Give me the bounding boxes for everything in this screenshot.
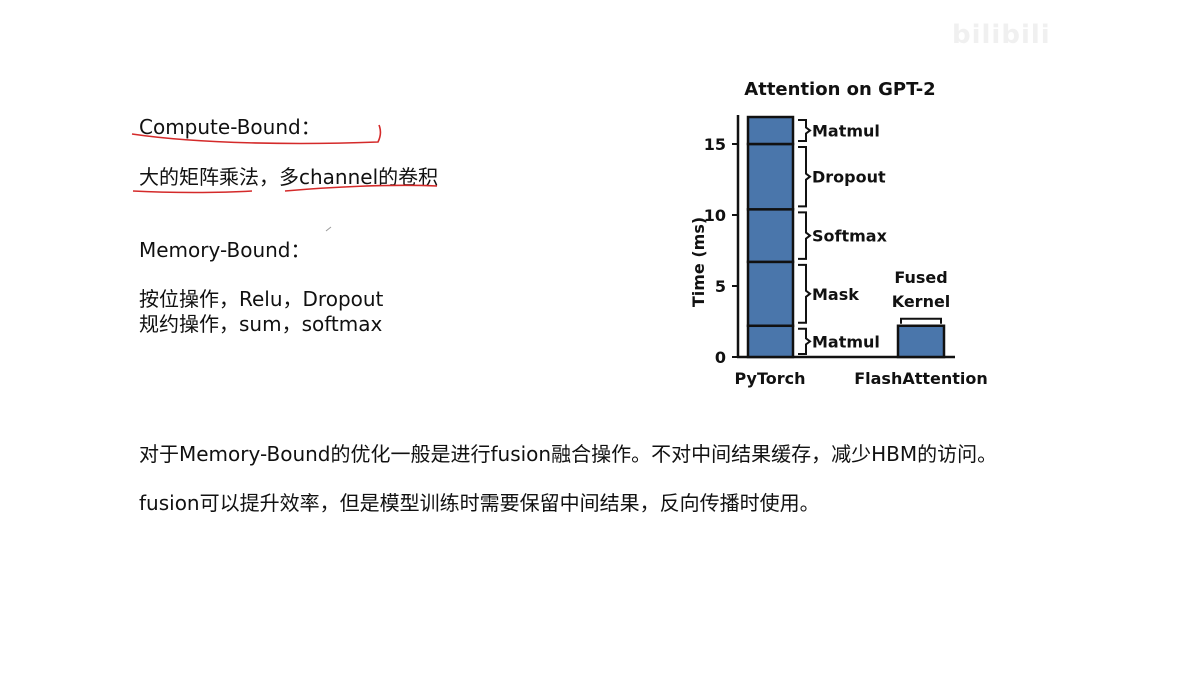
- fused-kernel-label: Kernel: [892, 292, 951, 311]
- attention-chart: Attention on GPT-2 Time (ms) 0 5 10 15 Matm…: [689, 79, 988, 388]
- compute-bound-heading: Compute-Bound：: [139, 115, 321, 139]
- fusion-note-2: fusion可以提升效率，但是模型训练时需要保留中间结果，反向传播时使用。: [139, 491, 820, 515]
- memory-bound-reduction: 规约操作，sum，softmax: [139, 312, 383, 336]
- compute-bound-examples: 大的矩阵乘法，多channel的卷积: [139, 165, 439, 189]
- segment-bracket: [798, 327, 812, 355]
- y-tick-label: 10: [704, 206, 726, 225]
- bar-segment-mask: [746, 260, 795, 328]
- x-tick-pytorch: PyTorch: [735, 369, 806, 388]
- segment-bracket: [798, 119, 812, 142]
- segment-bracket: [798, 211, 812, 260]
- memory-bound-elementwise: 按位操作，Relu，Dropout: [139, 287, 384, 311]
- segment-labels: Matmul Mask Softmax Dropout Matmul Fused Kerne…: [812, 122, 950, 352]
- bar-segment-dropout: [746, 142, 795, 211]
- x-tick-flashattention: FlashAttention: [854, 369, 988, 388]
- fused-bracket: [900, 317, 942, 324]
- fusion-note-1: 对于Memory-Bound的优化一般是进行fusion融合操作。不对中间结果缓…: [139, 442, 998, 466]
- segment-bracket: [798, 263, 812, 324]
- y-tick-label: 0: [715, 348, 726, 367]
- pen-mark: [325, 226, 332, 232]
- segment-brackets: [798, 119, 942, 355]
- y-axis-label: Time (ms): [689, 217, 708, 307]
- segment-label: Softmax: [812, 227, 888, 246]
- chart-title: Attention on GPT-2: [744, 79, 935, 100]
- bars: [746, 115, 946, 359]
- bar-fused-kernel: [896, 324, 946, 359]
- fused-kernel-label: Fused: [894, 268, 947, 287]
- bar-segment-matmul: [746, 324, 795, 359]
- y-tick-label: 5: [715, 277, 726, 296]
- segment-bracket: [798, 146, 812, 208]
- red-underline-matrix: [132, 190, 253, 194]
- segment-label: Matmul: [812, 122, 880, 141]
- y-ticks: 0 5 10 15: [704, 135, 738, 367]
- y-tick-label: 15: [704, 135, 726, 154]
- bar-segment-softmax: [746, 208, 795, 264]
- segment-label: Matmul: [812, 332, 880, 351]
- segment-label: Dropout: [812, 168, 886, 187]
- segment-label: Mask: [812, 285, 859, 304]
- memory-bound-heading: Memory-Bound：: [139, 238, 311, 262]
- bar-segment-matmul: [746, 115, 795, 146]
- bilibili-watermark: bilibili: [952, 20, 1051, 50]
